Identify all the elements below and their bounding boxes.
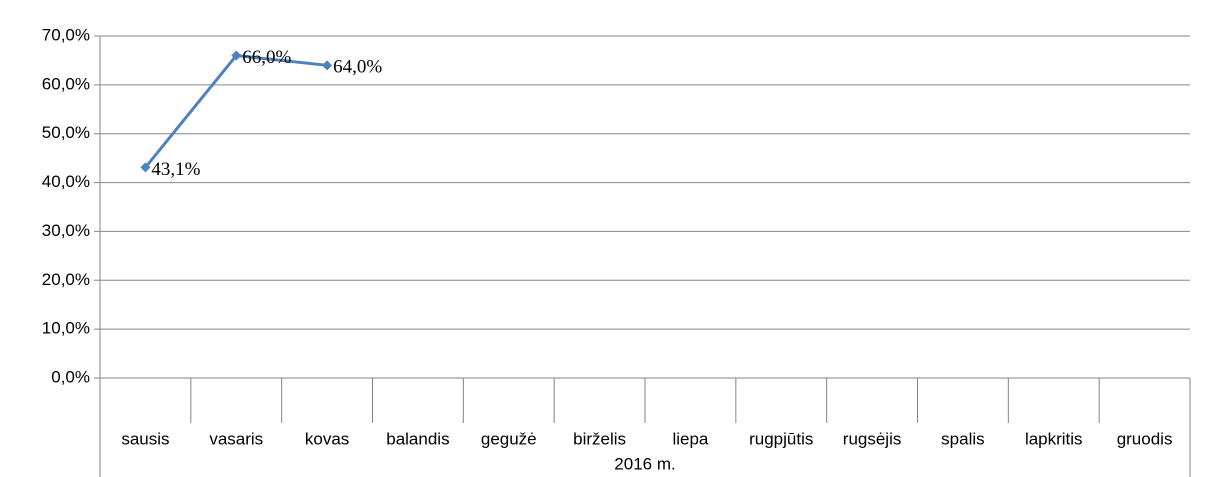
x-tick-label: rugsėjis	[843, 429, 902, 448]
group-label: 2016 m.	[614, 454, 675, 473]
data-label: 66,0%	[242, 47, 291, 68]
x-tick-label: vasaris	[209, 429, 263, 448]
x-tick-label: gruodis	[1117, 429, 1173, 448]
x-tick-label: liepa	[672, 429, 708, 448]
x-tick-label: kovas	[305, 429, 349, 448]
x-tick-label: balandis	[386, 429, 449, 448]
point-marker	[140, 162, 151, 173]
y-tick-label: 50,0%	[42, 123, 90, 142]
data-label: 64,0%	[333, 57, 382, 78]
y-tick-label: 60,0%	[42, 74, 90, 93]
x-tick-label: spalis	[941, 429, 984, 448]
y-tick-label: 20,0%	[42, 270, 90, 289]
x-tick-label: birželis	[573, 429, 626, 448]
x-tick-label: sausis	[121, 429, 169, 448]
y-tick-label: 10,0%	[42, 319, 90, 338]
y-tick-label: 30,0%	[42, 221, 90, 240]
data-label: 43,1%	[151, 159, 200, 180]
x-tick-label: lapkritis	[1025, 429, 1083, 448]
point-marker	[322, 60, 333, 71]
y-tick-label: 70,0%	[42, 25, 90, 44]
point-marker	[231, 50, 242, 61]
series-line	[144, 53, 328, 169]
x-tick-label: gegužė	[481, 429, 537, 448]
y-tick-label: 40,0%	[42, 172, 90, 191]
y-tick-label: 0,0%	[51, 367, 90, 386]
x-tick-label: rugpjūtis	[749, 429, 813, 448]
